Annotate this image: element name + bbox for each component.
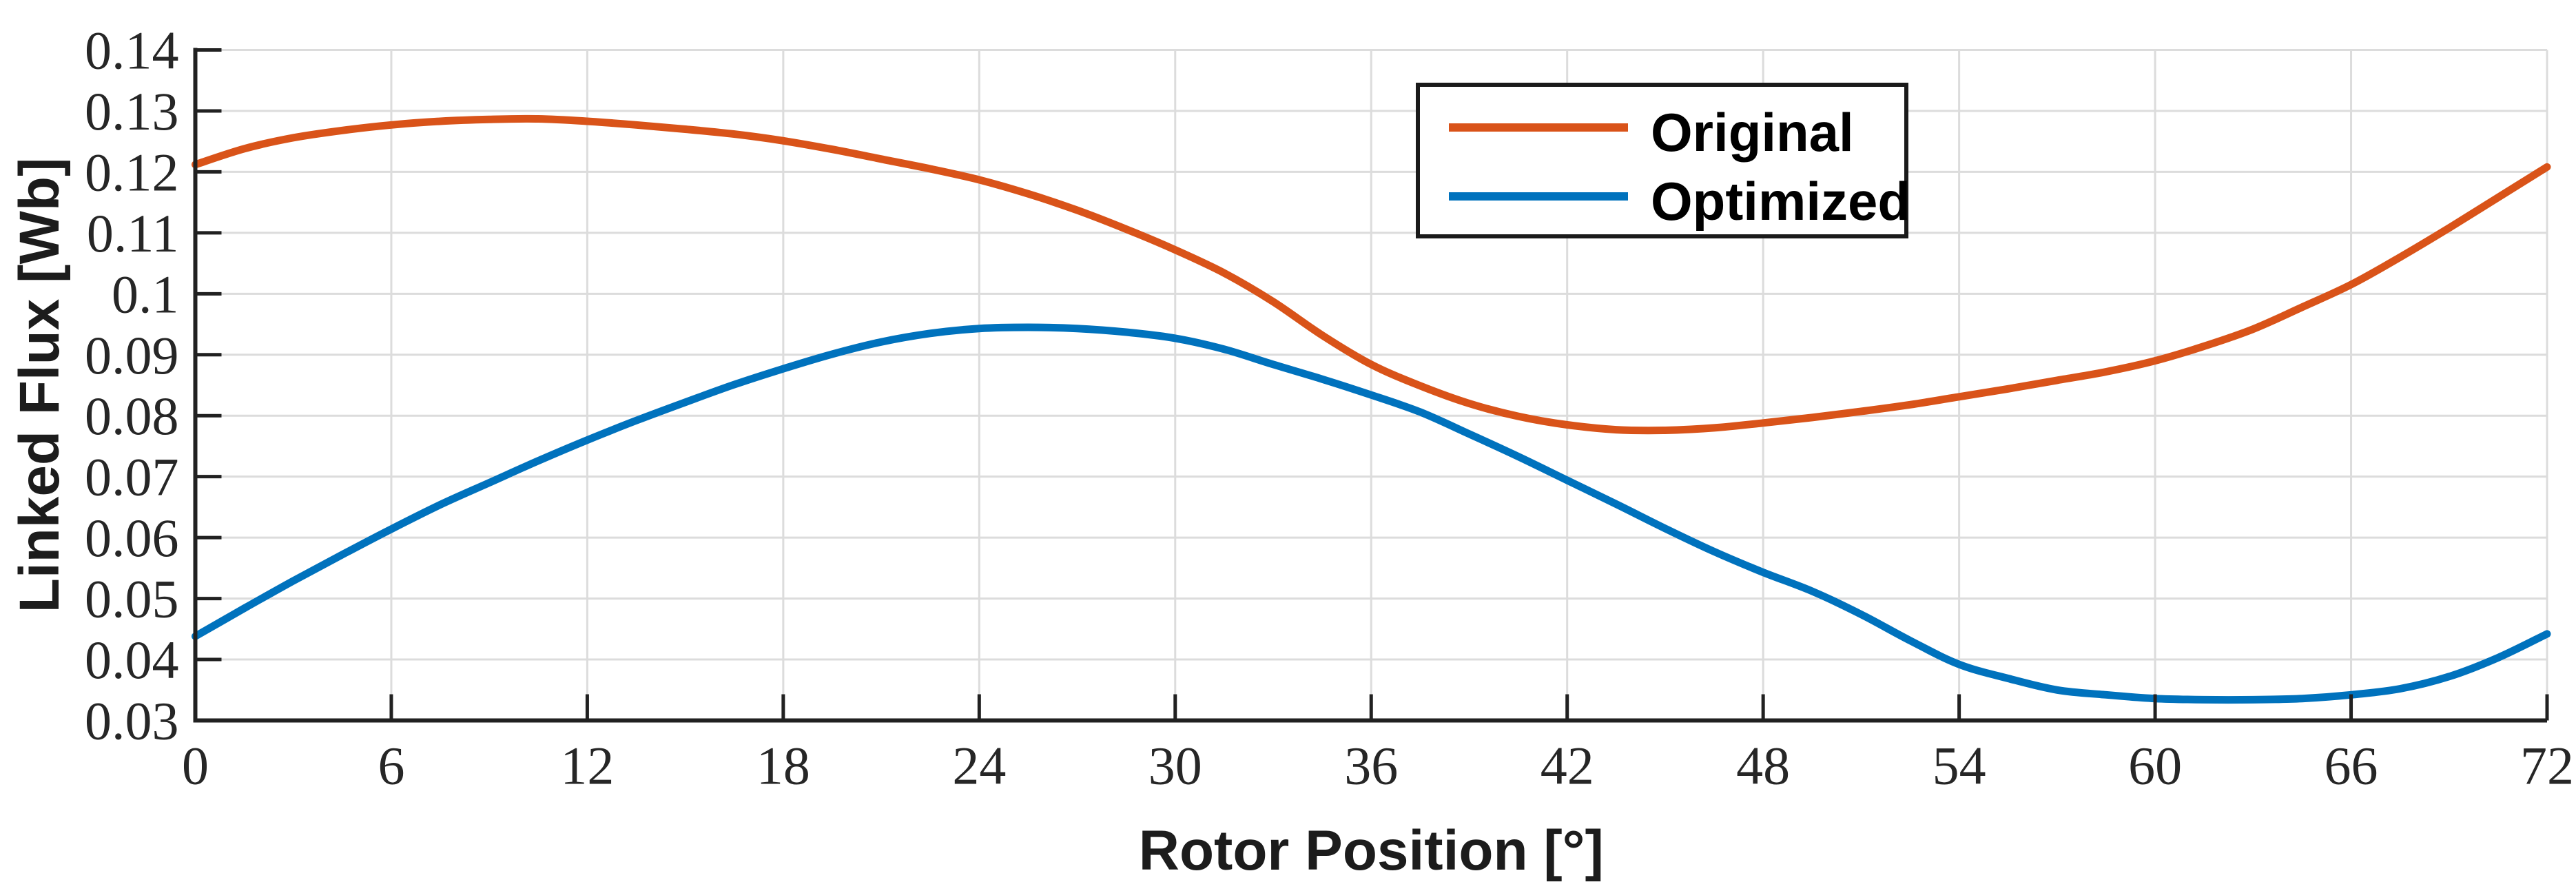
grid-lines: [194, 49, 2548, 721]
x-tick-label: 36: [1344, 736, 1398, 796]
y-tick-label: 0.05: [85, 569, 179, 629]
y-tick-label: 0.03: [85, 691, 179, 751]
x-tick-label: 54: [1933, 736, 1986, 796]
x-axis-label: Rotor Position [°]: [1139, 819, 1604, 882]
y-tick-label: 0.08: [85, 386, 179, 446]
x-tick-label: 66: [2325, 736, 2378, 796]
x-tick-label: 12: [560, 736, 614, 796]
x-tick-label: 6: [378, 736, 404, 796]
legend-box: [1416, 83, 1908, 238]
x-tick-label: 0: [182, 736, 209, 796]
x-tick-label: 30: [1148, 736, 1202, 796]
series-line-original: [192, 114, 2551, 435]
axes: [193, 48, 2549, 723]
y-axis-label: Linked Flux [Wb]: [8, 158, 71, 613]
y-tick-label: 0.13: [85, 81, 179, 141]
x-tick-label: 42: [1541, 736, 1594, 796]
y-tick-label: 0.14: [85, 21, 179, 81]
x-tick-label: 24: [952, 736, 1006, 796]
legend: Original Optimized: [1416, 83, 1910, 238]
y-tick-label: 0.09: [85, 325, 179, 385]
tick-labels: 0 6 12 18 24 30 36 42 48 54 60 66 72 0.030.040.050.06…: [85, 21, 2574, 796]
y-tick-label: 0.06: [85, 508, 179, 568]
legend-optimized-label: Optimized: [1651, 171, 1910, 232]
y-tick-label: 0.11: [87, 203, 179, 263]
x-tick-label: 60: [2128, 736, 2182, 796]
x-tick-label: 72: [2520, 736, 2574, 796]
x-tick-label: 48: [1736, 736, 1790, 796]
y-tick-label: 0.12: [85, 142, 179, 202]
x-tick-label: 18: [756, 736, 810, 796]
y-tick-label: 0.1: [112, 264, 179, 324]
legend-original-label: Original: [1651, 102, 1854, 163]
y-tick-label: 0.07: [85, 447, 179, 507]
y-tick-label: 0.04: [85, 630, 179, 690]
